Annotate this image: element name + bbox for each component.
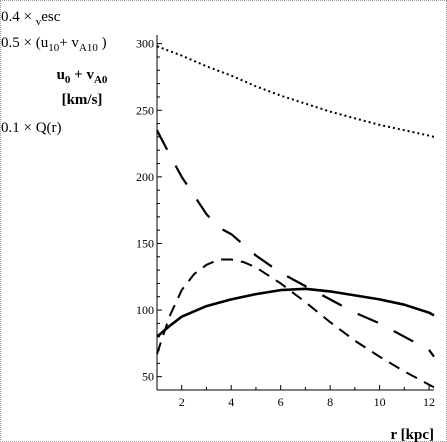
y-axis-title: u0 + vA0 [km/s] [57,67,108,108]
series-group [156,45,435,389]
series-line-3 [156,287,435,338]
x-tick-label: 12 [423,395,435,409]
y-tick-label: 250 [136,103,154,117]
series-line-1 [156,45,435,138]
y-tick-label: 150 [136,236,154,250]
y-axis-title-line-1: u0 + vA0 [57,67,108,86]
x-tick-label: 10 [374,395,386,409]
y-axis-title-line-2: [km/s] [62,92,103,108]
legend-label-u10-va10: 0.5 × (u10+ vA10 ) [1,35,107,54]
axes: 50 100 150 200 250 300 2 4 6 8 10 12 [136,35,435,409]
legend-label-q: 0.1 × Q(r) [1,120,62,136]
legend-label-vesc: 0.4 × vesc [1,9,61,28]
series-line-4 [156,258,435,389]
y-tick-label: 100 [136,303,154,317]
y-tick-label: 50 [142,370,154,384]
x-tick-label: 6 [278,395,284,409]
x-tick-label: 2 [179,395,185,409]
y-tick-label: 200 [136,170,154,184]
legend: 0.4 × vesc 0.5 × (u10+ vA10 ) 0.1 × Q(r) [1,9,107,136]
x-tick-label: 8 [327,395,333,409]
x-tick-label: 4 [228,395,234,409]
x-axis-title: r [kpc] [391,427,434,442]
series-line-2 [156,129,435,358]
y-tick-label: 300 [136,37,154,51]
